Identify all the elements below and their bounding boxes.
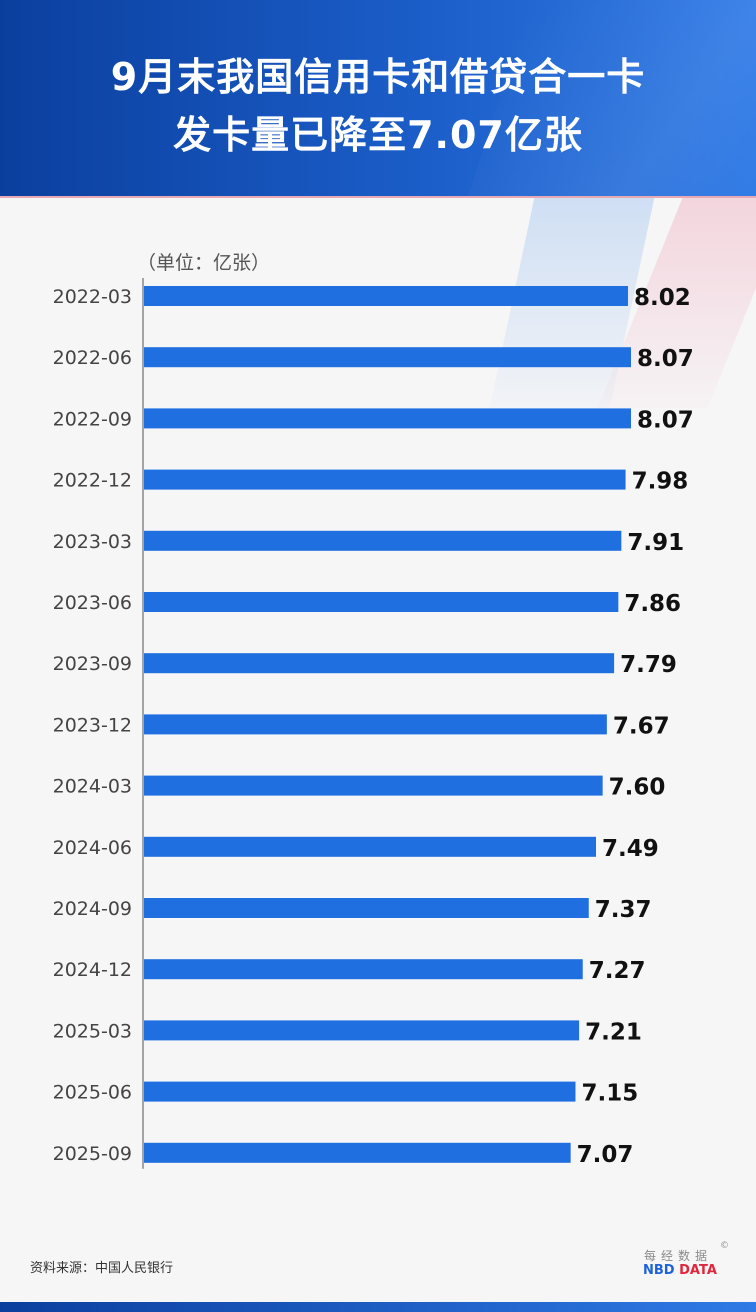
bar — [144, 1142, 571, 1163]
y-tick-label: 2025-06 — [53, 1082, 132, 1104]
y-tick-label: 2022-03 — [53, 286, 132, 308]
chart-title-line1: 9月末我国信用卡和借贷合一卡 — [110, 55, 646, 99]
brand-logo: NBD DATA — [643, 1263, 717, 1278]
brand-data-text: DATA — [679, 1263, 717, 1278]
y-tick-label: 2024-12 — [53, 959, 132, 981]
bar-value-label: 7.27 — [589, 958, 646, 984]
bar — [144, 959, 583, 980]
bar-value-label: 7.07 — [577, 1142, 634, 1168]
bar — [144, 592, 619, 612]
bar — [144, 898, 589, 918]
bar-value-label: 7.15 — [581, 1081, 638, 1107]
y-tick-label: 2024-03 — [53, 776, 132, 798]
bar-value-label: 8.07 — [637, 407, 694, 433]
footer-bar — [0, 1302, 756, 1312]
bar — [144, 347, 631, 368]
bar-value-label: 7.60 — [609, 775, 666, 801]
bar-value-label: 8.07 — [637, 346, 694, 372]
bar — [144, 530, 622, 551]
bar — [144, 1020, 580, 1041]
brand-cn-label: 每经数据 — [644, 1249, 713, 1263]
bar — [144, 408, 631, 429]
bar — [144, 714, 607, 735]
y-tick-label: 2023-06 — [53, 592, 132, 614]
y-tick-label: 2023-09 — [53, 653, 132, 675]
chart-title-line2: 发卡量已降至7.07亿张 — [173, 113, 583, 157]
bar — [144, 775, 603, 796]
bar-value-label: 8.02 — [634, 285, 691, 311]
copyright-mark: © — [720, 1241, 729, 1251]
y-tick-label: 2025-03 — [53, 1020, 132, 1042]
y-tick-label: 2024-09 — [53, 898, 132, 920]
y-tick-label: 2022-06 — [53, 347, 132, 369]
bar — [144, 1081, 576, 1102]
bar-value-label: 7.21 — [585, 1019, 642, 1045]
bar — [144, 286, 628, 306]
y-tick-label: 2023-12 — [53, 714, 132, 736]
y-tick-label: 2022-12 — [53, 470, 132, 492]
brand-nbd-text: NBD — [643, 1263, 675, 1278]
bar-value-label: 7.67 — [613, 713, 670, 739]
bar-value-label: 7.91 — [627, 530, 684, 556]
bar-value-label: 7.86 — [624, 591, 681, 617]
bar — [144, 836, 596, 857]
bar — [144, 653, 615, 674]
y-tick-label: 2022-09 — [53, 408, 132, 430]
y-tick-label: 2025-09 — [53, 1143, 132, 1165]
source-note: 资料来源：中国人民银行 — [30, 1261, 174, 1276]
bar-value-label: 7.79 — [620, 652, 677, 678]
unit-label: （单位：亿张） — [137, 252, 271, 274]
y-tick-label: 2024-06 — [53, 837, 132, 859]
bar — [144, 469, 626, 490]
title-banner: 9月末我国信用卡和借贷合一卡 发卡量已降至7.07亿张 — [0, 0, 756, 198]
bar-value-label: 7.49 — [602, 836, 659, 862]
y-tick-label: 2023-03 — [53, 531, 132, 553]
bar-value-label: 7.37 — [595, 897, 652, 923]
bar-value-label: 7.98 — [632, 469, 689, 495]
